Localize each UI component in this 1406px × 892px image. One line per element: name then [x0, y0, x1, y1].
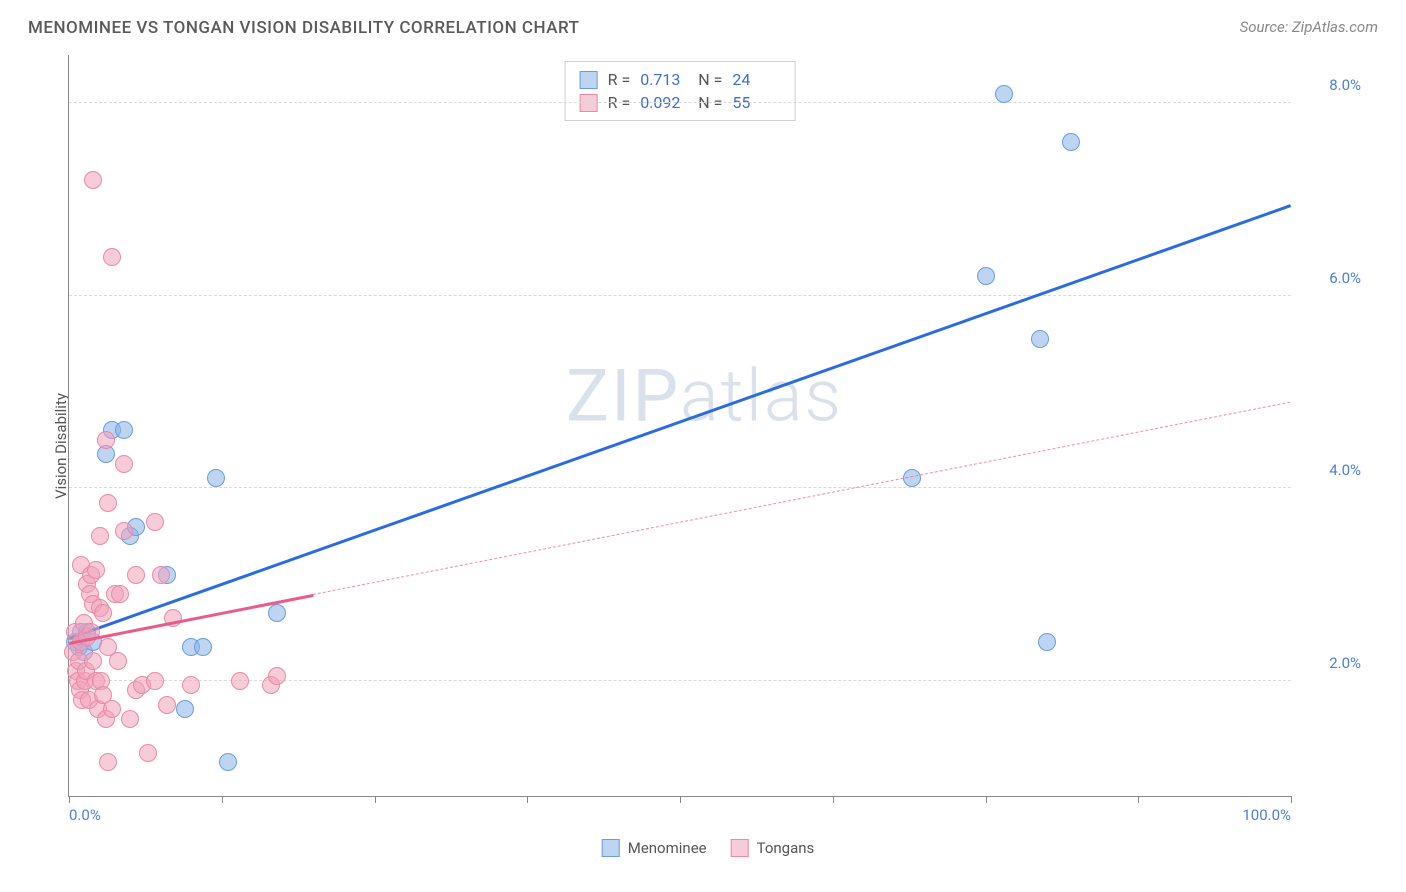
scatter-point [127, 566, 145, 584]
source-label: Source: ZipAtlas.com [1240, 18, 1378, 36]
scatter-point [268, 604, 286, 622]
scatter-point [115, 421, 133, 439]
scatter-point [903, 469, 921, 487]
chart-title: MENOMINEE VS TONGAN VISION DISABILITY CO… [28, 18, 579, 38]
gridline [69, 102, 1291, 103]
scatter-point [84, 171, 102, 189]
x-tick-label: 100.0% [1242, 806, 1291, 824]
scatter-point [1062, 133, 1080, 151]
plot-region: ZIPatlas R =0.713N =24R =0.092N =55 2.0%… [68, 55, 1291, 797]
chart-area: ZIPatlas R =0.713N =24R =0.092N =55 2.0%… [50, 55, 1366, 827]
scatter-point [109, 652, 127, 670]
scatter-point [99, 494, 117, 512]
stats-legend-box: R =0.713N =24R =0.092N =55 [565, 61, 796, 121]
scatter-point [103, 700, 121, 718]
scatter-point [219, 753, 237, 771]
scatter-point [207, 469, 225, 487]
series-legend: Menominee Tongans [602, 839, 815, 857]
scatter-point [152, 566, 170, 584]
gridline [69, 487, 1291, 488]
scatter-point [103, 248, 121, 266]
scatter-point [87, 561, 105, 579]
legend-swatch [602, 839, 620, 857]
legend-item: Tongans [731, 839, 815, 857]
y-tick-label: 8.0% [1306, 76, 1361, 94]
x-tick [986, 796, 987, 803]
scatter-point [99, 753, 117, 771]
x-tick [1291, 796, 1292, 803]
y-tick-label: 6.0% [1306, 269, 1361, 287]
trend-line [69, 204, 1292, 639]
stat-r-value: 0.713 [640, 70, 688, 89]
stat-r-label: R = [608, 70, 631, 89]
watermark: ZIPatlas [566, 353, 843, 438]
legend-swatch [731, 839, 749, 857]
x-tick [680, 796, 681, 803]
legend-label: Tongans [757, 839, 815, 857]
scatter-point [176, 700, 194, 718]
x-tick [1138, 796, 1139, 803]
x-tick [69, 796, 70, 803]
x-tick [375, 796, 376, 803]
scatter-point [1031, 330, 1049, 348]
scatter-point [194, 638, 212, 656]
y-tick-label: 4.0% [1306, 461, 1361, 479]
x-tick-label: 0.0% [69, 806, 101, 824]
x-tick [527, 796, 528, 803]
scatter-point [995, 85, 1013, 103]
scatter-point [146, 513, 164, 531]
scatter-point [1038, 633, 1056, 651]
scatter-point [97, 431, 115, 449]
scatter-point [977, 267, 995, 285]
scatter-point [111, 585, 129, 603]
legend-label: Menominee [628, 839, 707, 857]
x-tick [222, 796, 223, 803]
scatter-point [94, 604, 112, 622]
legend-item: Menominee [602, 839, 707, 857]
gridline [69, 295, 1291, 296]
scatter-point [231, 672, 249, 690]
scatter-point [146, 672, 164, 690]
stat-n-value: 24 [732, 70, 780, 89]
legend-swatch [580, 71, 598, 89]
scatter-point [121, 710, 139, 728]
scatter-point [268, 667, 286, 685]
x-tick [833, 796, 834, 803]
scatter-point [115, 522, 133, 540]
stat-n-label: N = [698, 70, 722, 89]
scatter-point [115, 455, 133, 473]
scatter-point [182, 676, 200, 694]
y-tick-label: 2.0% [1306, 654, 1361, 672]
scatter-point [91, 527, 109, 545]
stat-row: R = 0.713 N = 24 [580, 68, 781, 91]
scatter-point [84, 652, 102, 670]
scatter-point [139, 744, 157, 762]
scatter-point [158, 696, 176, 714]
gridline [69, 680, 1291, 681]
